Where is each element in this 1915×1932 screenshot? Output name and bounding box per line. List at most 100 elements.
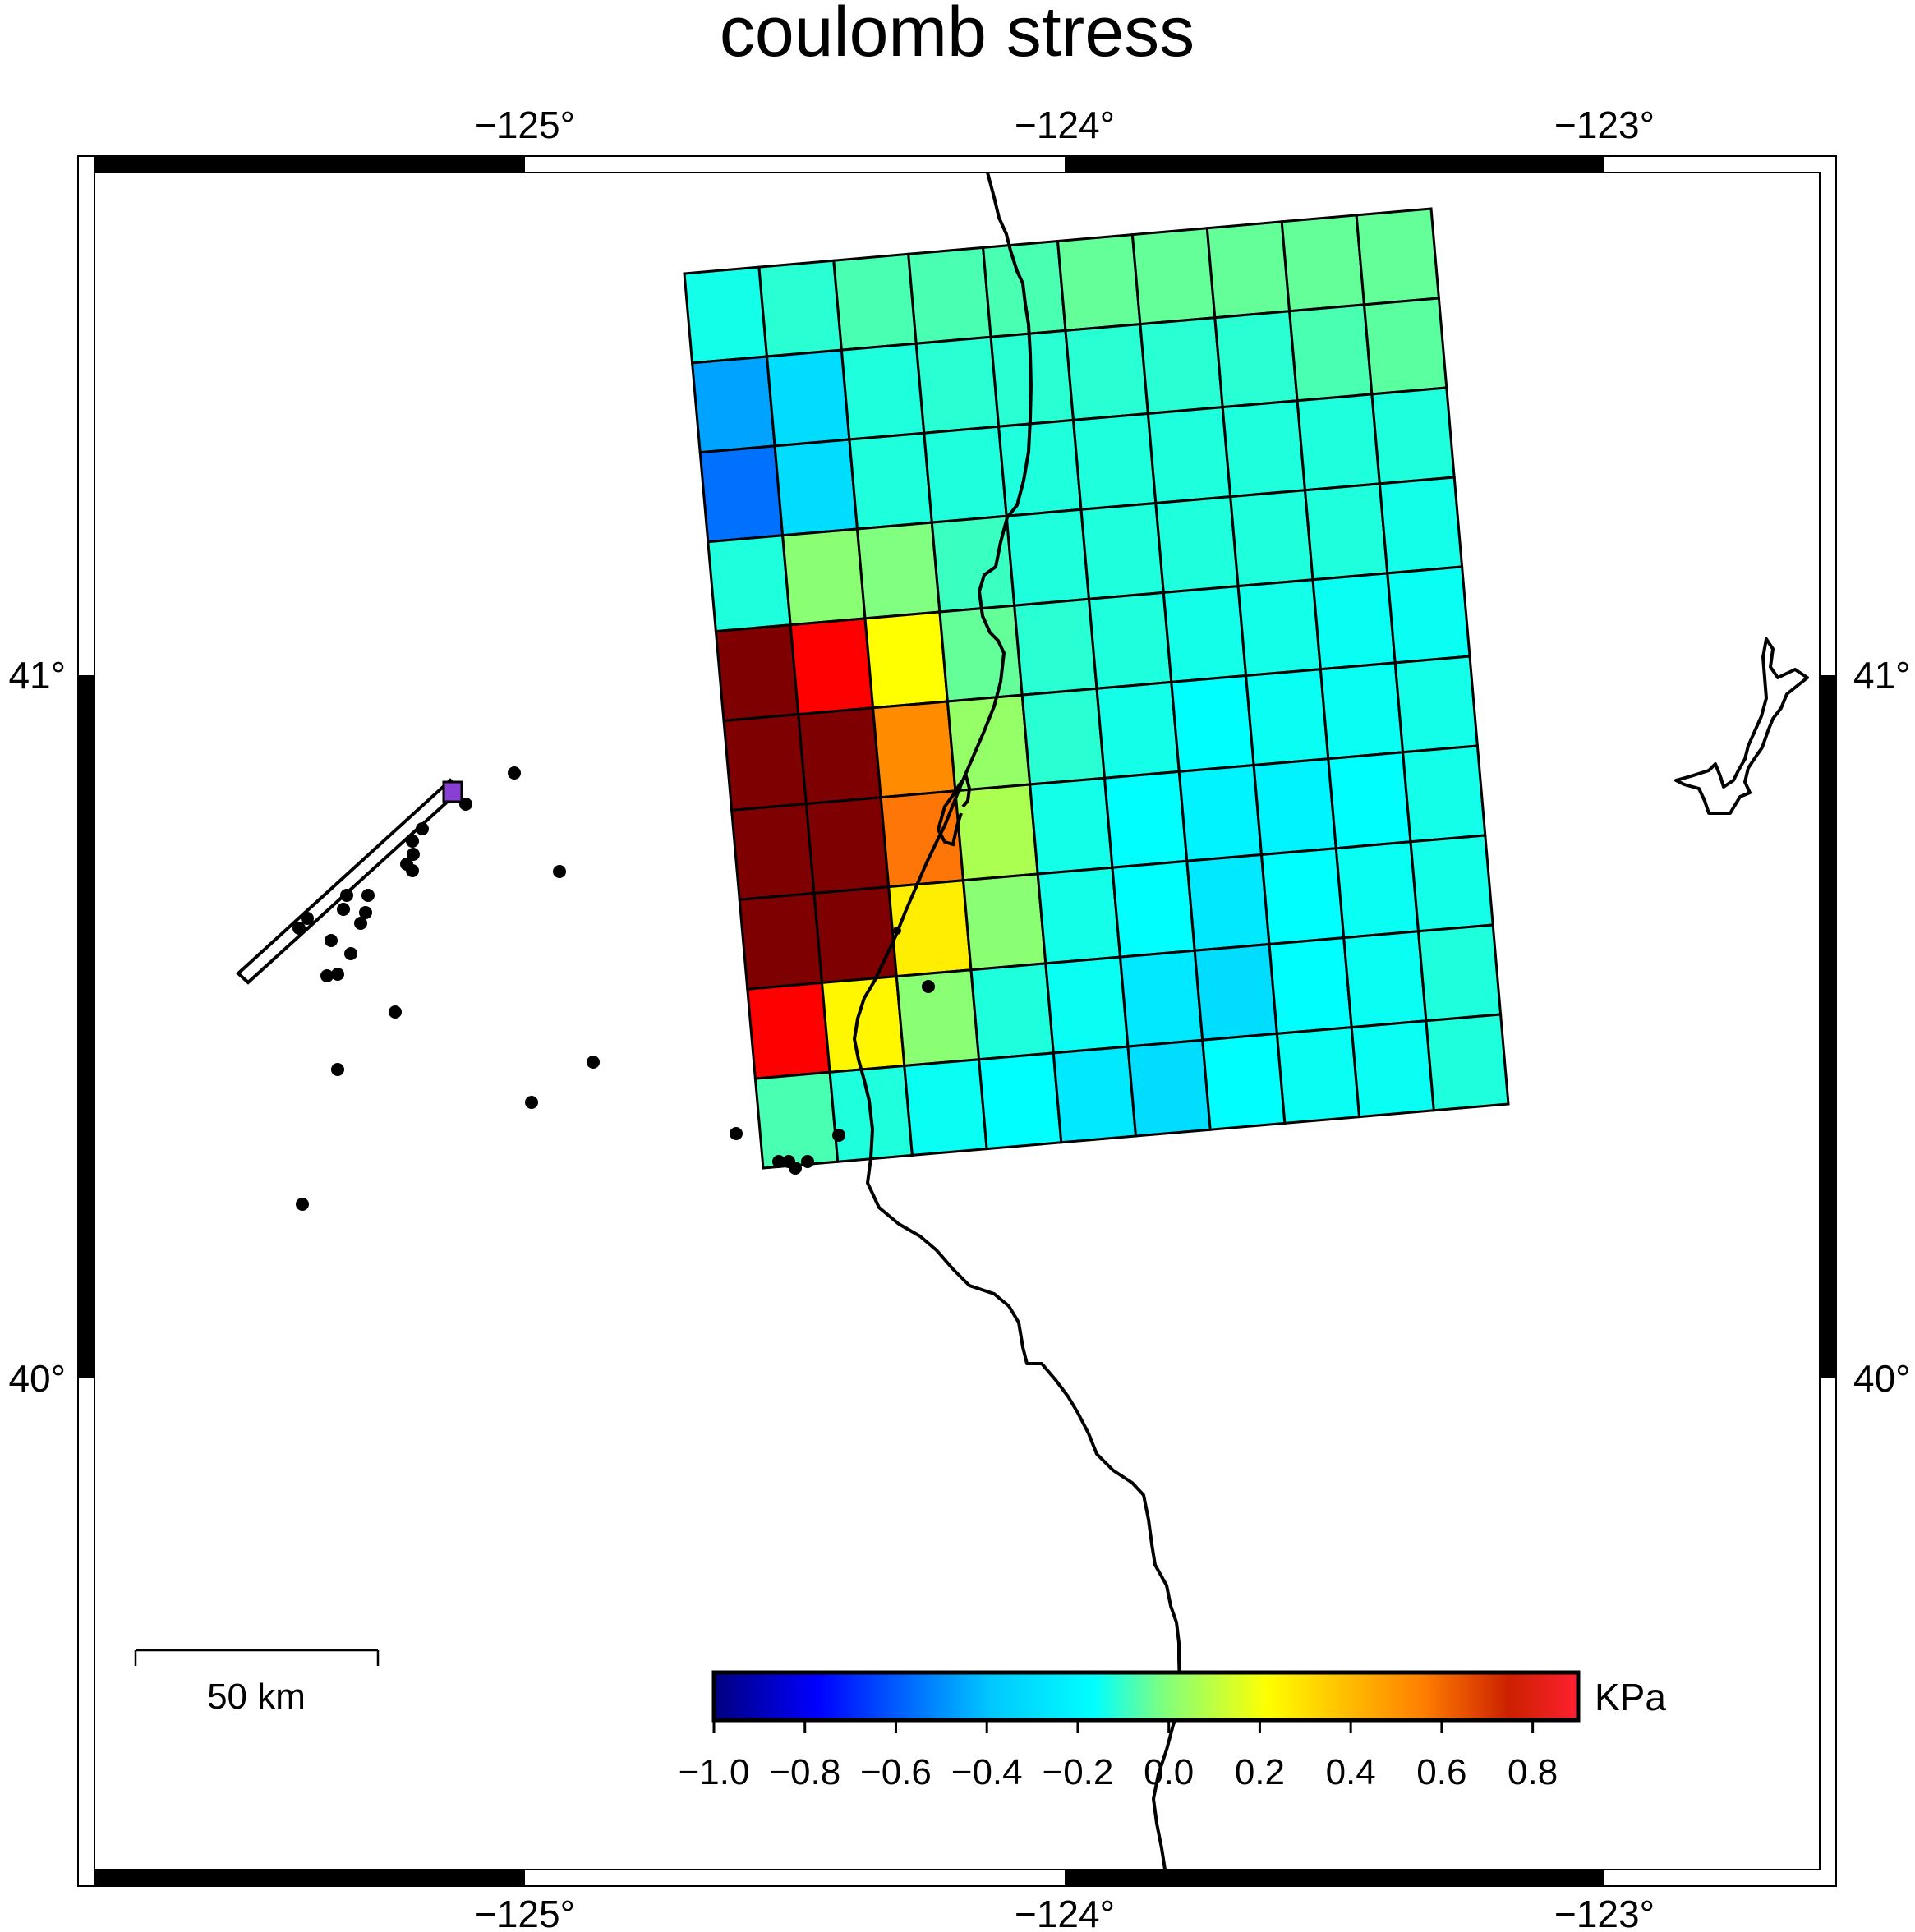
stress-cell <box>683 265 769 365</box>
stress-cell <box>1355 207 1441 306</box>
stress-cell <box>1350 1019 1435 1119</box>
stress-cell <box>907 246 992 345</box>
stress-cell <box>1052 1045 1138 1144</box>
lon-label-top: −124° <box>1015 104 1115 146</box>
stress-cell <box>923 425 1008 524</box>
colorbar-tick-label: 0.0 <box>1144 1752 1194 1792</box>
stress-cell <box>1139 316 1224 416</box>
stress-cell <box>797 706 882 806</box>
colorbar-tick-label: −0.4 <box>951 1752 1023 1792</box>
epicenter-point <box>922 980 935 993</box>
lat-label-left: 41° <box>8 654 66 697</box>
stress-cell <box>895 968 981 1068</box>
stress-cell <box>1370 386 1456 485</box>
epicenter-point <box>789 1162 802 1175</box>
stress-cell <box>1268 936 1353 1036</box>
lon-label-bottom: −123° <box>1554 1893 1655 1932</box>
epicenter-point <box>340 889 353 902</box>
stress-cell <box>961 872 1047 972</box>
epicenter-point <box>407 848 420 861</box>
stress-cell <box>840 342 926 441</box>
colorbar-tick-label: −0.2 <box>1043 1752 1114 1792</box>
stress-cell <box>1275 1025 1361 1125</box>
stress-cell <box>1416 923 1503 1023</box>
humboldt-bay <box>936 772 972 847</box>
epicenter-point <box>354 917 367 930</box>
colorbar: KPa −1.0 −0.8 −0.6 −0.4 −0.2 0.0 0.2 0.4 0.6 0.8 <box>679 1670 1666 1792</box>
stress-cell <box>1362 297 1448 396</box>
stress-cell <box>1393 655 1480 754</box>
colorbar-tick-label: 0.4 <box>1326 1752 1376 1792</box>
epicenter-point <box>406 864 419 877</box>
stress-cell <box>789 617 875 716</box>
stress-cell <box>1170 674 1255 774</box>
stress-cell <box>1193 942 1279 1042</box>
map-frame <box>77 155 1837 1887</box>
stress-cell <box>1118 949 1204 1048</box>
stress-cell <box>1319 661 1405 761</box>
epicenter-point <box>416 822 429 835</box>
stress-cell <box>757 259 844 358</box>
epicenter-point <box>320 969 334 982</box>
colorbar-tick-label: −0.6 <box>860 1752 932 1792</box>
stress-cell <box>1327 751 1412 850</box>
stress-cell <box>1126 1038 1212 1138</box>
stress-cell <box>1205 220 1291 320</box>
stress-cell <box>863 610 950 710</box>
stress-cell <box>1334 840 1420 940</box>
stress-cell <box>738 891 824 991</box>
stress-cell <box>1111 859 1196 959</box>
stress-cell <box>1130 227 1217 326</box>
stress-cell <box>1146 405 1232 505</box>
stress-cell <box>812 885 898 985</box>
stress-cell <box>746 981 831 1080</box>
stress-cell <box>1087 591 1173 690</box>
stress-cell <box>773 438 859 537</box>
fault-marker <box>442 780 463 803</box>
stress-cell <box>1342 930 1428 1029</box>
stress-cell <box>1013 597 1098 697</box>
epicenter-point <box>331 968 344 981</box>
epicenter-point <box>508 766 521 780</box>
stress-cell <box>1154 494 1240 595</box>
epicenter-point <box>361 889 375 902</box>
scale-bar-label: 50 km <box>207 1677 306 1717</box>
lon-label-bottom: −125° <box>475 1893 575 1932</box>
colorbar-tick-label: −0.8 <box>769 1752 840 1792</box>
latitude-labels-right: 41° 40° <box>1853 654 1911 1400</box>
stress-cell <box>1401 744 1487 844</box>
stress-cell <box>1064 322 1150 422</box>
stress-cell <box>1378 476 1464 575</box>
colorbar-tick-label: 0.8 <box>1508 1752 1558 1792</box>
stress-cell <box>690 355 776 454</box>
epicenter-point <box>587 1056 600 1069</box>
stress-cell <box>1071 412 1158 511</box>
stress-cell <box>1296 393 1382 492</box>
stress-cell <box>1259 847 1346 946</box>
stress-cell <box>1244 668 1330 767</box>
stress-grid <box>683 207 1510 1170</box>
stress-cell <box>1303 482 1389 582</box>
epicenter-point <box>832 1129 845 1142</box>
stress-cell <box>938 604 1024 703</box>
lon-label-top: −125° <box>475 104 575 146</box>
stress-cell <box>997 418 1083 518</box>
epicenter-point <box>730 1127 743 1140</box>
stress-cell <box>1044 955 1130 1055</box>
stress-cell <box>1221 399 1307 499</box>
stress-cell <box>1229 489 1314 588</box>
epicenter-point <box>325 934 338 947</box>
stress-cell <box>887 879 973 978</box>
epicenters <box>292 766 935 1211</box>
stress-cell <box>1029 776 1114 876</box>
stress-cell <box>1311 572 1397 671</box>
stress-cell <box>1213 310 1299 409</box>
epicenter-point <box>406 835 419 848</box>
stress-cell <box>765 348 851 448</box>
stress-cell <box>832 252 918 352</box>
epicenter-point <box>525 1096 538 1109</box>
lat-label-right: 40° <box>1853 1357 1911 1400</box>
stress-cell <box>855 521 941 620</box>
stress-cell <box>969 962 1055 1061</box>
